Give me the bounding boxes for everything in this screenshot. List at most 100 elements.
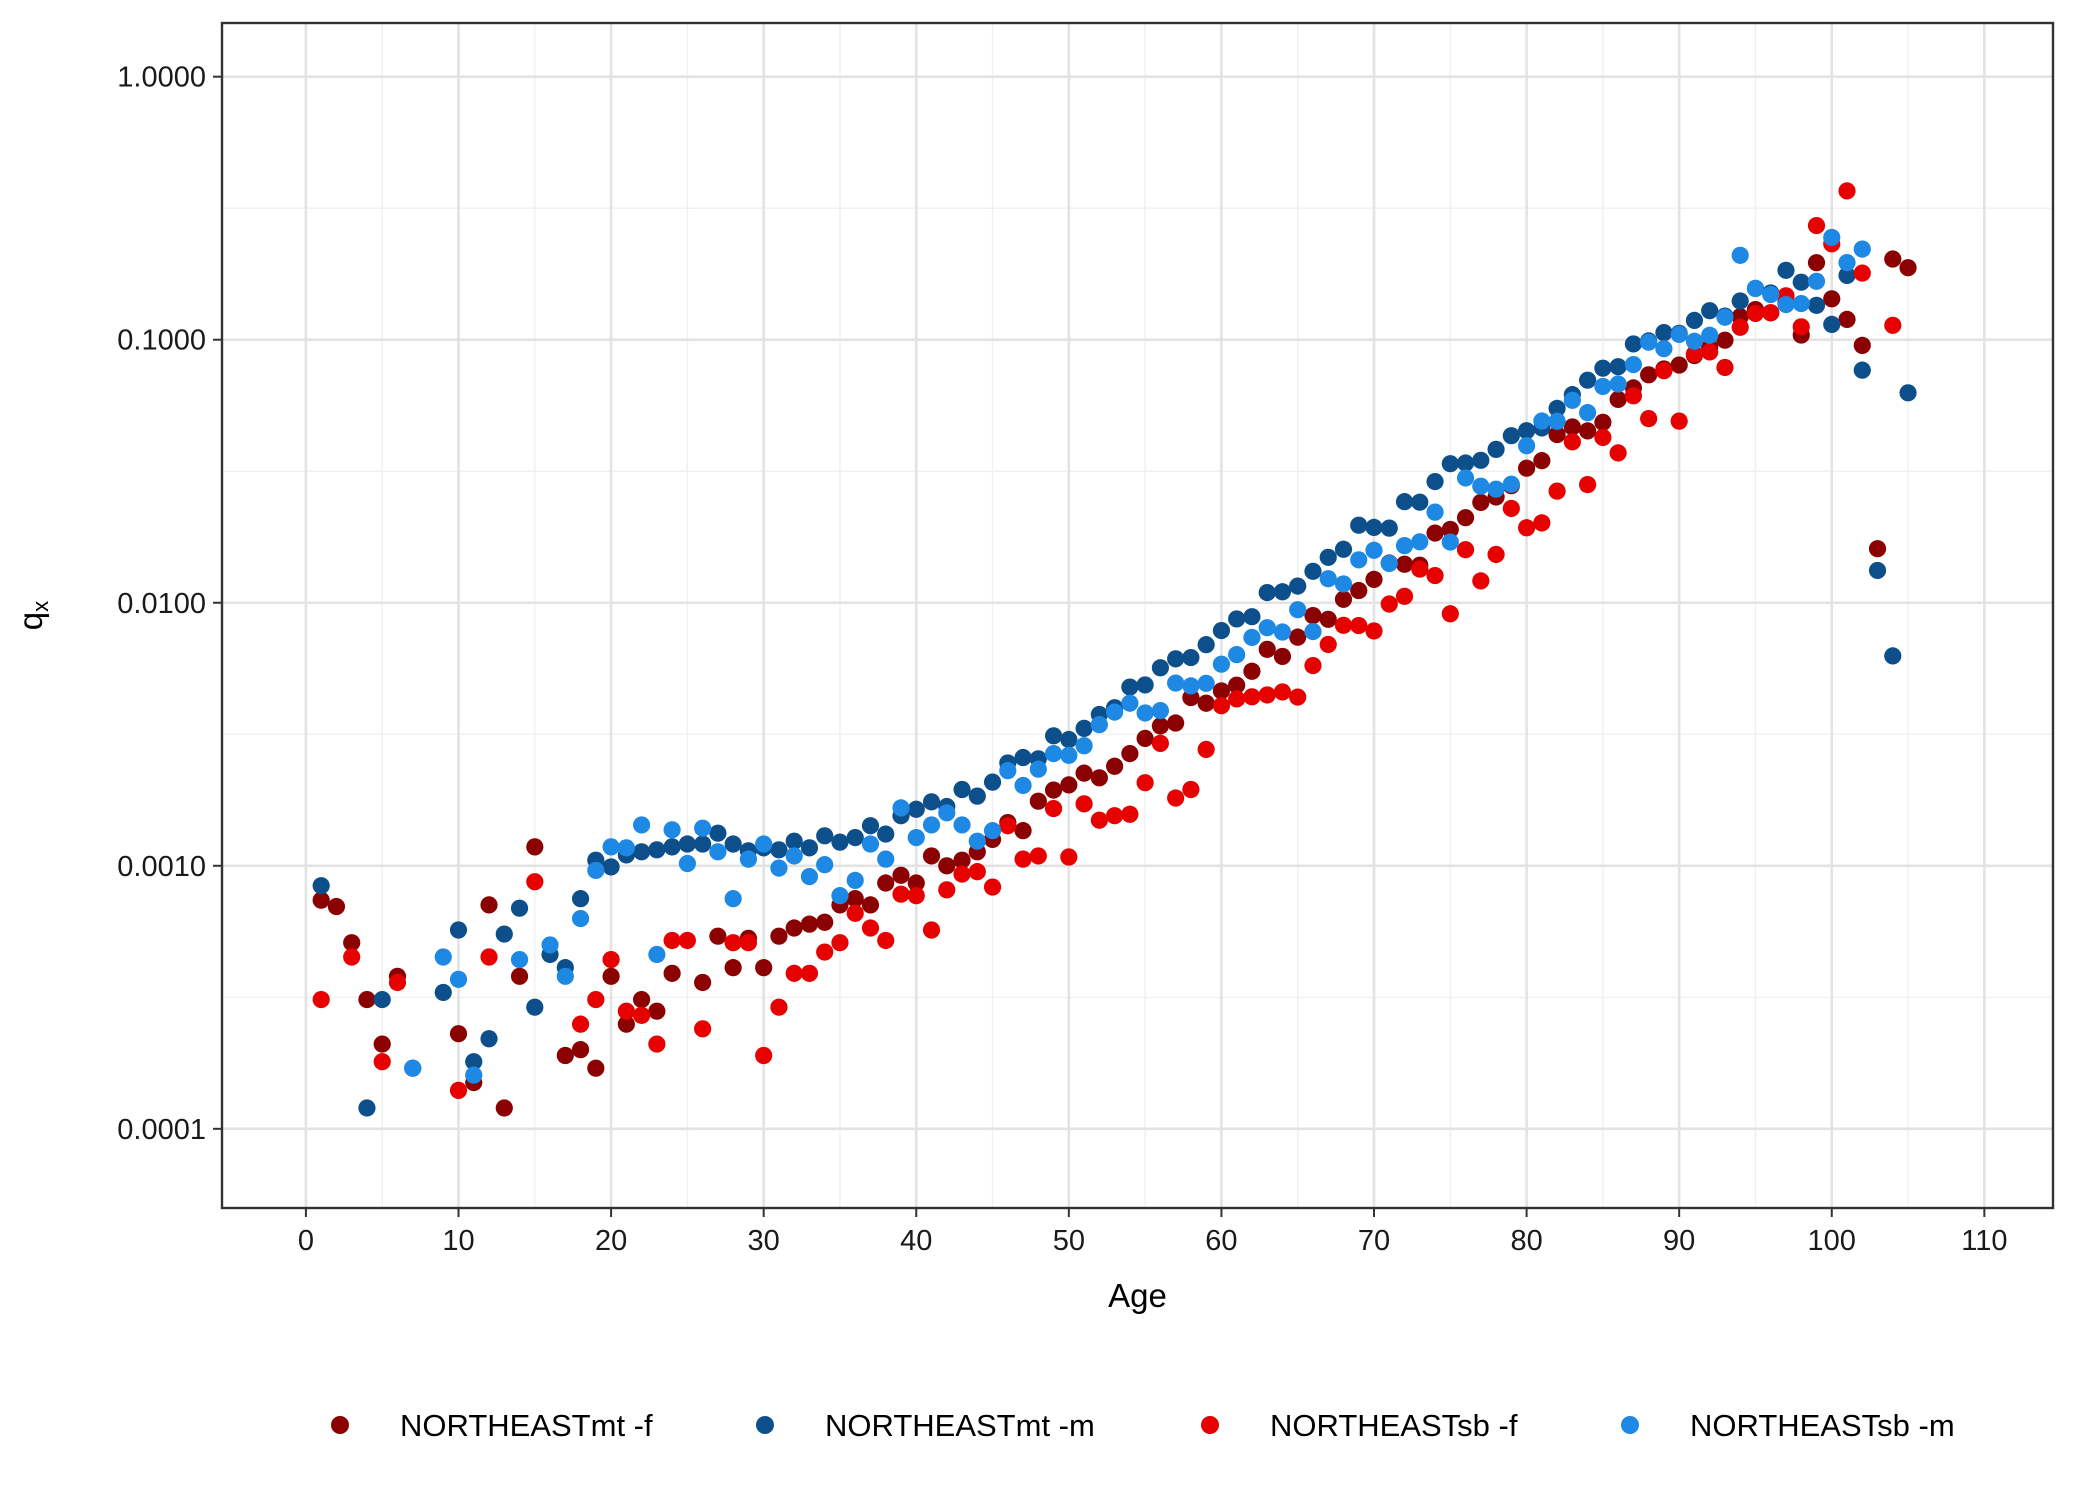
data-point [724, 934, 742, 952]
data-point [953, 851, 971, 869]
data-point [1106, 807, 1124, 825]
data-point [1090, 716, 1108, 734]
data-point [1777, 295, 1795, 314]
data-point [1594, 359, 1612, 377]
data-point [694, 1020, 712, 1038]
data-point [510, 899, 529, 917]
data-point [1273, 623, 1292, 641]
data-point [1533, 412, 1551, 430]
data-point [861, 835, 880, 853]
data-point [617, 1002, 635, 1020]
data-point [1289, 688, 1307, 706]
data-point [1273, 683, 1292, 701]
data-point [449, 1025, 468, 1043]
data-point [1350, 551, 1368, 569]
legend-item: NORTHEASTmt -f [331, 1408, 653, 1443]
legend-item: NORTHEASTsb -m [1621, 1408, 1955, 1443]
data-point [1258, 619, 1276, 637]
data-point [1365, 570, 1383, 588]
data-point [1289, 577, 1307, 595]
data-point [1380, 554, 1398, 573]
data-point [846, 828, 864, 847]
series-3 [312, 182, 1902, 1099]
data-point [1090, 769, 1108, 787]
data-point [1746, 304, 1765, 322]
legend-item: NORTHEASTmt -m [756, 1408, 1095, 1443]
data-point [404, 1059, 422, 1077]
data-point [907, 874, 925, 892]
data-point [1121, 805, 1139, 823]
data-point [1075, 764, 1093, 782]
data-point [1853, 361, 1871, 379]
data-point [1594, 377, 1612, 396]
data-point [1884, 250, 1902, 268]
data-point [739, 850, 758, 868]
data-point [709, 824, 727, 842]
data-point [1426, 566, 1444, 585]
data-point [1456, 509, 1475, 527]
data-point [968, 787, 986, 805]
data-point [1746, 279, 1765, 297]
data-point [1411, 493, 1429, 511]
data-point [1548, 412, 1566, 430]
data-point [312, 877, 330, 895]
data-point [785, 847, 803, 865]
data-point [1273, 583, 1292, 601]
data-point [1136, 729, 1154, 748]
data-point [1151, 702, 1169, 720]
y-axis-title-main: q [12, 612, 49, 630]
data-point [816, 827, 834, 845]
data-point [861, 896, 880, 914]
data-point [892, 799, 910, 817]
data-point [480, 948, 498, 966]
data-point [617, 1015, 635, 1033]
data-point [709, 843, 727, 861]
data-point [587, 1059, 605, 1077]
data-point [1121, 678, 1139, 696]
data-point [1304, 606, 1322, 625]
data-point [312, 891, 330, 909]
data-point [1441, 533, 1459, 551]
data-point [571, 1041, 590, 1059]
y-tick-labels: 0.0001 0.0010 0.0100 0.1000 1.0000 [117, 62, 206, 1146]
data-point [907, 828, 925, 847]
data-point [526, 998, 544, 1016]
data-point [877, 850, 895, 868]
data-point [1609, 358, 1627, 376]
data-point [1014, 822, 1032, 840]
data-point [1838, 266, 1856, 284]
data-point [800, 867, 819, 886]
data-point [1487, 480, 1505, 498]
data-point [1350, 616, 1368, 635]
data-point [1579, 371, 1597, 389]
data-point [1517, 422, 1536, 440]
y-tick-label: 0.0100 [117, 588, 206, 620]
data-point [1106, 703, 1124, 721]
data-point [1075, 719, 1093, 737]
data-point [1624, 335, 1642, 353]
data-point [1472, 451, 1490, 469]
data-point [373, 1053, 391, 1071]
data-point [1334, 575, 1353, 593]
data-point [1502, 499, 1520, 518]
data-point [1060, 746, 1078, 764]
legend-key [1201, 1416, 1219, 1434]
data-point [602, 838, 620, 856]
data-point [1426, 503, 1444, 521]
data-point [1029, 847, 1047, 865]
data-point [1060, 776, 1078, 794]
data-point [1350, 581, 1368, 600]
data-point [1044, 799, 1063, 818]
data-point [1456, 541, 1475, 559]
data-point [1716, 331, 1734, 349]
data-point [1670, 412, 1688, 430]
data-point [510, 950, 529, 969]
data-point [1701, 302, 1719, 320]
x-tick-label: 60 [1205, 1225, 1237, 1257]
data-point [1151, 659, 1169, 677]
data-point [755, 835, 773, 853]
data-point [983, 773, 1002, 791]
data-point [602, 967, 620, 985]
data-point [999, 762, 1017, 780]
data-point [465, 1066, 483, 1084]
